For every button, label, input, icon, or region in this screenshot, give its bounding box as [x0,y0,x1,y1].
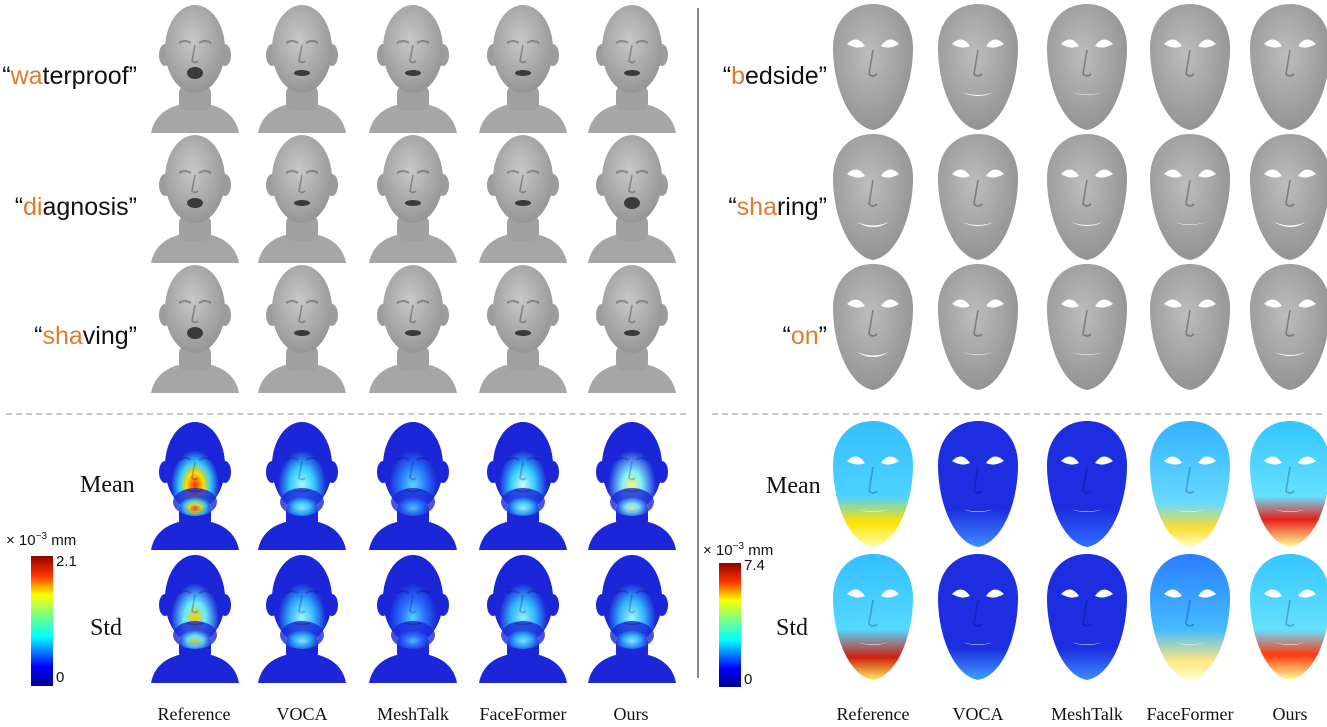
panel-divider [697,8,699,678]
column-label-faceformer-right: FaceFormer [1146,704,1234,724]
row-label-mean-left: Mean [80,472,135,498]
column-label-voca-right: VOCA [952,704,1004,724]
column-label-reference-right: Reference [836,704,910,724]
row-separator-right [712,413,1322,415]
colorbar-min-right: 0 [744,671,753,688]
column-label-ours-right: Ours [1272,704,1308,724]
word-label-diagnosis: “diagnosis” [14,193,137,221]
column-label-ours-left: Ours [613,704,649,724]
word-label-sharing: “sharing” [728,193,827,221]
word-label-on: “on” [782,322,827,350]
column-label-meshtalk-left: MeshTalk [377,704,449,724]
column-label-reference-left: Reference [157,704,231,724]
row-label-std-left: Std [90,615,123,641]
word-label-waterproof: “waterproof” [2,62,137,90]
word-label-shaving: “shaving” [34,322,137,350]
colorbar-unit-right: × 10−3 mm [703,541,774,559]
colorbar-left [31,556,53,686]
colorbar-unit-left: × 10−3 mm [6,531,77,549]
column-label-meshtalk-right: MeshTalk [1051,704,1123,724]
row-label-mean-right: Mean [766,473,821,499]
column-label-voca-left: VOCA [276,704,328,724]
colorbar-max-left: 2.1 [56,553,77,570]
row-separator-left [6,413,686,415]
colorbar-max-right: 7.4 [744,557,765,574]
column-label-faceformer-left: FaceFormer [479,704,567,724]
colorbar-min-left: 0 [56,669,65,686]
colorbar-right [719,563,741,687]
word-label-bedside: “bedside” [722,62,827,90]
row-label-std-right: Std [776,615,809,641]
